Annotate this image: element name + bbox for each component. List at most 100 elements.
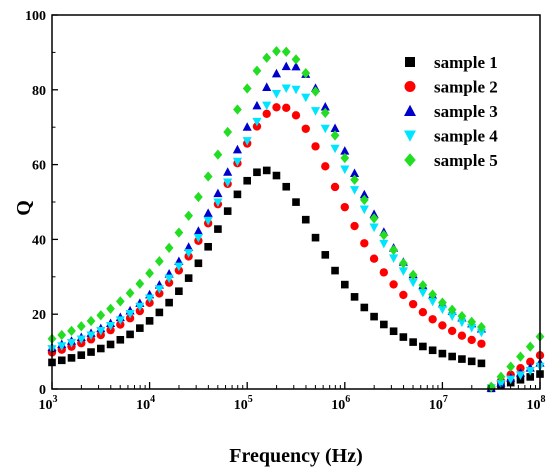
data-point [272,103,281,112]
data-point [164,274,174,284]
data-point [350,221,359,231]
data-point [428,289,438,300]
data-point [272,46,281,57]
data-point [350,174,359,185]
data-point [398,267,408,276]
data-point [515,371,526,380]
data-point [193,233,203,243]
data-point [506,375,516,385]
series-markers [47,46,545,393]
data-point [360,303,369,312]
data-point [223,178,233,188]
data-point [428,297,438,307]
data-point [106,340,115,349]
y-tick-label: 40 [32,233,46,248]
data-point [242,137,252,146]
data-point [359,205,369,215]
data-point [292,198,300,206]
data-point [369,223,379,233]
data-point [301,124,310,133]
data-point [370,312,378,321]
data-point [359,194,369,206]
data-point [379,268,389,277]
data-point [135,302,145,312]
data-point [457,311,467,322]
data-point [194,191,203,203]
data-point [301,68,311,79]
legend-item: sample 1 [405,53,498,72]
data-point [380,320,388,329]
data-point [331,266,339,275]
data-point [526,357,535,366]
data-point [320,101,330,111]
data-point [340,165,350,175]
x-tick-label: 103 [39,394,58,413]
legend-marker [405,57,415,67]
data-point [86,331,96,341]
series-4 [47,84,545,393]
data-point [408,278,418,288]
x-tick-label: 105 [234,394,253,413]
legend-label: sample 1 [434,53,498,72]
data-point [447,304,457,315]
data-point [321,162,330,171]
data-point [467,316,477,328]
data-point [145,268,154,279]
data-point [477,359,486,368]
series-5 [47,46,545,392]
data-point [398,258,408,269]
legend-label: sample 3 [434,102,498,121]
legend-marker [404,153,416,167]
legend-item: sample 5 [404,151,498,170]
data-point [262,101,272,111]
data-point [87,348,95,356]
data-point [447,312,457,321]
data-point [77,351,86,359]
data-point [67,325,76,336]
x-tick-label: 104 [136,394,155,413]
data-point [477,339,486,348]
data-point [115,296,125,307]
data-point [203,217,213,226]
data-point [174,262,184,272]
data-point [330,182,340,192]
series-2 [47,103,545,392]
data-point [253,168,261,177]
data-point [155,308,164,317]
data-point [457,331,467,340]
data-point [57,356,66,365]
data-point [184,242,194,251]
data-point [165,298,173,307]
data-point [496,379,506,389]
data-point [214,225,222,233]
data-point [458,355,466,363]
data-point [320,107,330,118]
data-point [126,330,134,339]
data-point [223,126,233,138]
data-point [311,86,320,97]
data-point [350,186,360,195]
data-point [320,124,330,134]
y-axis-title: Q [13,200,35,216]
data-point [271,68,282,78]
data-point [438,349,447,358]
data-point [106,321,116,331]
data-point [311,142,320,151]
data-point [194,259,203,268]
y-tick-label: 100 [25,9,46,24]
data-point [281,84,291,94]
data-point [467,335,476,345]
data-point [281,61,291,71]
data-point [154,256,164,267]
data-point [291,54,301,65]
data-point [438,297,447,308]
y-tick-label: 60 [32,159,46,174]
data-point [340,152,350,164]
data-point [203,208,213,217]
data-point [136,324,144,332]
data-point [506,361,516,372]
data-point [447,326,457,336]
data-point [96,327,106,336]
data-point [379,229,389,241]
